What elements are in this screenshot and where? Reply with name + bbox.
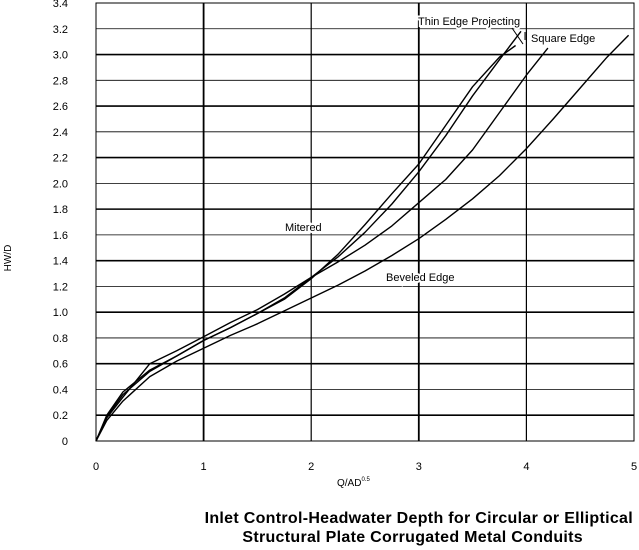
x-tick-label: 3 <box>416 461 422 473</box>
y-tick-label: 2.8 <box>53 75 68 87</box>
grid-layer <box>95 2 635 442</box>
y-tick-label: 3.0 <box>53 50 68 62</box>
y-tick-label: 0.4 <box>53 384 68 396</box>
thin-edge-leader-line <box>511 27 524 45</box>
chart-title-line-2: Structural Plate Corrugated Metal Condui… <box>242 529 583 546</box>
plot-frame <box>95 2 635 442</box>
y-tick-label: 1.2 <box>53 281 68 293</box>
curve-label-mitered: Mitered <box>285 222 322 234</box>
curve-label-thin-edge-projecting: Thin Edge Projecting <box>418 16 520 28</box>
y-tick-label: 2.2 <box>53 153 68 165</box>
y-tick-labels: 0 0.2 0.4 0.6 0.8 1.0 1.2 1.4 1.6 1.8 2.0 2.2 2.4 2.6… <box>53 0 68 448</box>
y-tick-label: 0.8 <box>53 333 68 345</box>
x-axis-label: Q/AD0.5 <box>337 477 370 489</box>
x-tick-label: 4 <box>523 461 529 473</box>
series-layer <box>95 30 630 442</box>
y-axis-label: HW/D <box>3 245 14 272</box>
y-tick-label: 3.4 <box>53 0 68 10</box>
x-tick-label: 5 <box>631 461 637 473</box>
x-tick-label: 2 <box>308 461 314 473</box>
y-tick-label: 1.6 <box>53 230 68 242</box>
y-tick-label: 1.4 <box>53 256 68 268</box>
curve-label-beveled-edge: Beveled Edge <box>386 272 455 284</box>
curve-labels: Thin Edge Projecting Square Edge Mitered Be… <box>283 14 597 286</box>
y-tick-label: 1.8 <box>53 204 68 216</box>
y-tick-label: 1.0 <box>53 307 68 319</box>
y-tick-label: 2.6 <box>53 101 68 113</box>
y-tick-label: 2.0 <box>53 178 68 190</box>
x-axis-label-superscript: 0.5 <box>361 477 370 483</box>
x-axis-label-main: Q/AD <box>337 478 361 489</box>
y-tick-label: 0.2 <box>53 410 68 422</box>
series-line-square-edge <box>95 30 522 442</box>
y-tick-label: 0 <box>62 436 68 448</box>
series-line-beveled-edge <box>95 34 630 442</box>
series-line-mitered <box>95 47 549 442</box>
series-line-thin-edge-projecting <box>95 44 517 442</box>
y-tick-label: 3.2 <box>53 24 68 36</box>
curve-label-square-edge: Square Edge <box>531 33 595 45</box>
y-tick-label: 0.6 <box>53 359 68 371</box>
x-tick-label: 1 <box>201 461 207 473</box>
x-tick-label: 0 <box>93 461 99 473</box>
chart-title-line-1: Inlet Control-Headwater Depth for Circul… <box>204 510 633 527</box>
x-tick-labels: 0 1 2 3 4 5 <box>93 461 637 473</box>
y-tick-label: 2.4 <box>53 127 68 139</box>
